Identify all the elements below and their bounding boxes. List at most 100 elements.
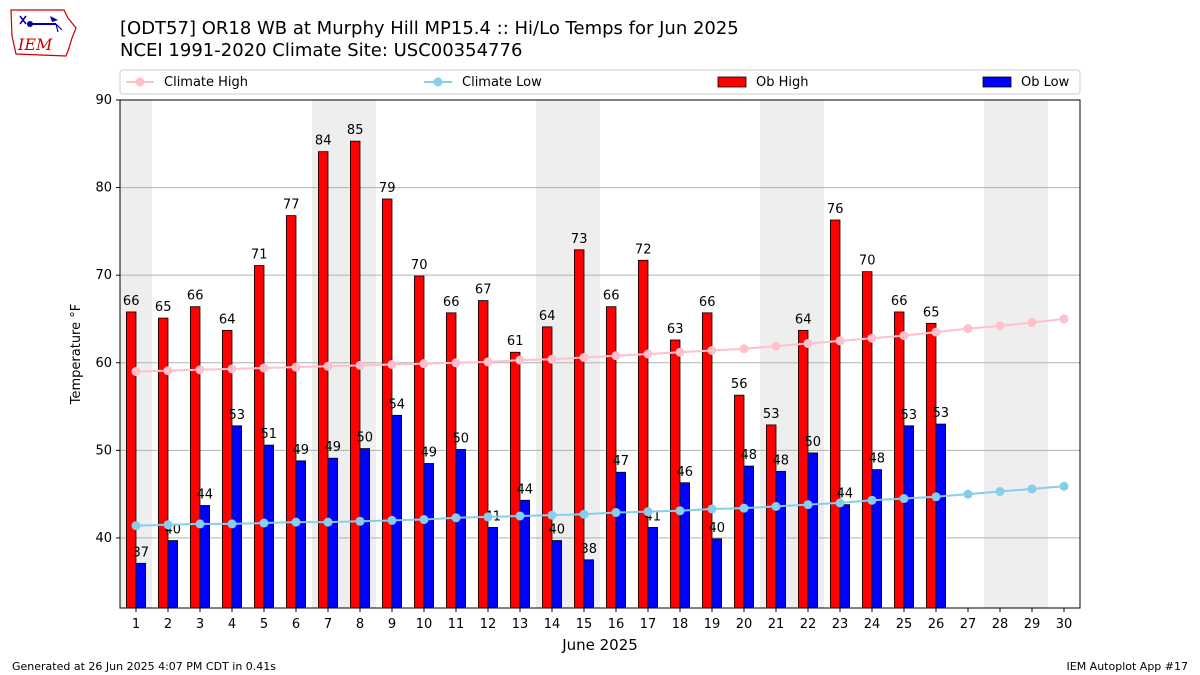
ob-high-label: 64 xyxy=(539,309,556,324)
climate-high-point xyxy=(867,333,877,343)
climate-low-point xyxy=(1027,484,1037,494)
ob-high-label: 70 xyxy=(859,254,876,269)
y-tick-label: 50 xyxy=(95,443,112,458)
ob-high-bar xyxy=(638,259,649,609)
legend-ob-low-swatch xyxy=(982,76,1012,88)
climate-low-point xyxy=(803,500,813,510)
legend-box xyxy=(119,69,1081,95)
ob-high-label: 84 xyxy=(315,134,332,149)
ob-low-bar xyxy=(359,448,371,609)
ob-low-bar xyxy=(935,423,947,609)
ob-high-label: 66 xyxy=(699,295,716,310)
ob-low-label: 51 xyxy=(261,427,278,442)
ob-low-label: 50 xyxy=(453,431,470,446)
x-tick-label: 10 xyxy=(416,617,433,632)
x-tick-label: 1 xyxy=(132,617,140,632)
x-tick-label: 9 xyxy=(388,617,396,632)
ob-high-label: 53 xyxy=(763,407,780,422)
ob-low-bar xyxy=(615,471,627,609)
legend-ob-low-label: Ob Low xyxy=(1021,75,1070,90)
ob-low-bar xyxy=(455,449,467,609)
ob-low-label: 44 xyxy=(517,482,534,497)
y-tick-label: 70 xyxy=(95,268,112,283)
climate-high-point xyxy=(131,367,141,377)
y-tick-label: 90 xyxy=(95,93,112,108)
ob-high-label: 73 xyxy=(571,232,588,247)
x-tick-label: 21 xyxy=(768,617,785,632)
climate-low-point xyxy=(195,519,205,529)
ob-low-bar xyxy=(711,538,723,609)
ob-low-bar xyxy=(167,540,179,609)
ob-low-label: 47 xyxy=(613,454,630,469)
climate-high-line xyxy=(135,317,1065,373)
x-tick-label: 24 xyxy=(864,617,881,632)
ob-low-bar xyxy=(871,469,883,609)
chart-title: [ODT57] OR18 WB at Murphy Hill MP15.4 ::… xyxy=(120,18,739,39)
legend-ob-high-swatch xyxy=(717,76,747,88)
ob-high-label: 70 xyxy=(411,258,428,273)
climate-high-point xyxy=(707,345,717,355)
weekend-shade xyxy=(984,100,1048,608)
ob-high-bar xyxy=(189,306,201,609)
ob-high-label: 79 xyxy=(379,181,396,196)
ob-high-bar xyxy=(285,215,297,609)
ob-low-label: 50 xyxy=(357,431,374,446)
climate-low-point xyxy=(355,516,365,526)
climate-high-point xyxy=(387,360,397,370)
plot-frame xyxy=(119,99,1081,609)
ob-low-label: 48 xyxy=(869,452,886,467)
ob-high-bar xyxy=(413,275,425,609)
ob-low-label: 40 xyxy=(709,521,726,536)
climate-high-point xyxy=(579,353,589,363)
x-tick-label: 25 xyxy=(896,617,913,632)
climate-high-point xyxy=(835,336,845,346)
x-tick-label: 6 xyxy=(292,617,300,632)
x-axis-label: June 2025 xyxy=(561,636,638,654)
ob-low-bar xyxy=(903,425,915,609)
climate-high-point xyxy=(419,359,429,369)
ob-high-label: 63 xyxy=(667,322,684,337)
ob-low-label: 48 xyxy=(741,448,758,463)
climate-high-point xyxy=(1027,317,1037,327)
ob-low-bar xyxy=(135,562,147,609)
climate-low-point xyxy=(771,501,781,511)
x-tick-label: 15 xyxy=(576,617,593,632)
ob-low-bar xyxy=(487,527,499,609)
y-axis-label: Temperature °F xyxy=(69,304,84,405)
iem-logo: IEM xyxy=(6,6,82,60)
x-tick-label: 11 xyxy=(448,617,465,632)
x-tick-label: 23 xyxy=(832,617,849,632)
ob-high-bar xyxy=(862,271,873,609)
climate-low-point xyxy=(707,504,717,514)
legend-climate-high-marker xyxy=(135,77,145,87)
climate-high-point xyxy=(1059,314,1069,324)
ob-low-bar xyxy=(391,414,403,609)
climate-low-point xyxy=(963,489,973,499)
climate-low-point xyxy=(835,498,845,508)
ob-high-label: 65 xyxy=(923,305,940,320)
climate-low-point xyxy=(131,521,141,531)
y-tick-label: 60 xyxy=(95,356,112,371)
ob-low-bar xyxy=(743,465,755,609)
climate-high-point xyxy=(355,360,365,370)
climate-low-point xyxy=(643,507,653,517)
ob-high-label: 71 xyxy=(251,248,268,263)
ob-low-label: 49 xyxy=(325,440,342,455)
x-tick-label: 16 xyxy=(608,617,625,632)
climate-low-point xyxy=(931,492,941,502)
ob-high-bar xyxy=(126,311,137,609)
climate-high-point xyxy=(643,349,653,359)
ob-low-label: 40 xyxy=(549,523,566,538)
ob-high-label: 65 xyxy=(155,300,172,315)
climate-low-line xyxy=(135,485,1065,527)
logo-text: IEM xyxy=(17,35,53,54)
ob-high-bar xyxy=(157,317,169,609)
ob-high-label: 64 xyxy=(219,312,236,327)
climate-low-point xyxy=(259,518,269,528)
x-tick-label: 30 xyxy=(1056,617,1073,632)
ob-low-bar xyxy=(839,504,851,609)
ob-high-bar xyxy=(317,151,329,609)
climate-high-point xyxy=(163,366,173,376)
climate-high-point xyxy=(611,351,621,361)
